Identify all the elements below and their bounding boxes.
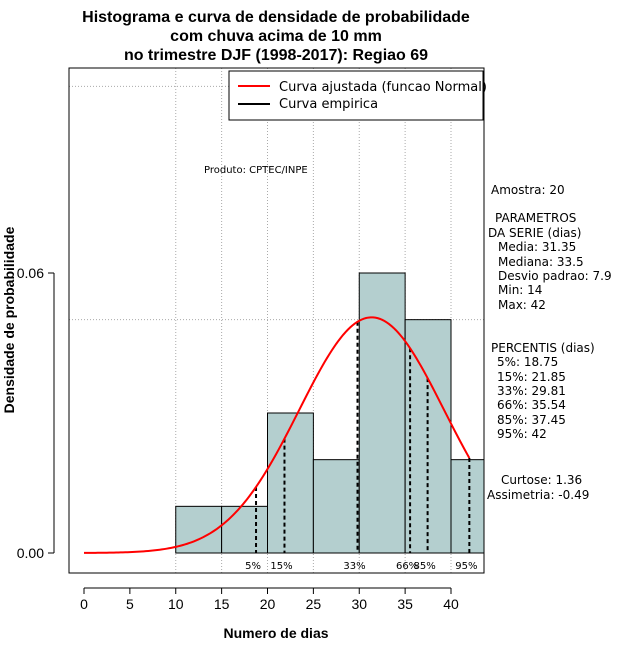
histogram-bar-1 — [221, 505, 268, 554]
percentis-95: 95%: 42 — [497, 427, 547, 441]
parametros-desvio: Desvio padrao: 7.9 — [498, 269, 612, 283]
x-tick-label-10: 10 — [168, 596, 184, 612]
parametros-max: Max: 42 — [498, 298, 546, 312]
x-tick-label-15: 15 — [214, 596, 230, 612]
percentile-label-5: 95% — [455, 561, 477, 572]
parametros-subtitle: DA SERIE (dias) — [488, 226, 581, 240]
percentis-5: 5%: 18.75 — [497, 355, 558, 369]
plot-frame — [68, 67, 485, 574]
percentile-label-1: 15% — [270, 561, 292, 572]
axes-layer: 0 5 10 15 20 25 30 35 40 0.00 0.06 — [17, 265, 459, 612]
histogram-bar-6 — [450, 459, 485, 554]
x-tick-label-0: 0 — [80, 596, 88, 612]
y-tick-label-1: 0.06 — [17, 265, 44, 281]
x-tick-label-35: 35 — [397, 596, 413, 612]
percentis-block: PERCENTIS (dias) 5%: 18.75 15%: 21.85 33… — [491, 341, 595, 441]
curve-layer — [83, 316, 471, 554]
curtose-text: Curtose: 1.36 — [501, 473, 582, 487]
bars-layer — [175, 272, 485, 554]
x-axis-title: Numero de dias — [223, 625, 328, 641]
x-tick-label-30: 30 — [351, 596, 367, 612]
amostra-text: Amostra: 20 — [491, 183, 565, 197]
histogram-bar-4 — [358, 272, 406, 554]
percentile-label-4: 85% — [413, 561, 435, 572]
parametros-min: Min: 14 — [498, 283, 542, 297]
parametros-block: PARAMETROS DA SERIE (dias) Media: 31.35 … — [488, 211, 612, 312]
assimetria-text: Assimetria: -0.49 — [487, 488, 589, 502]
x-tick-label-40: 40 — [443, 596, 459, 612]
percentis-85: 85%: 37.45 — [497, 413, 566, 427]
percentis-title: PERCENTIS (dias) — [491, 341, 595, 355]
histogram-bar-3 — [312, 459, 360, 554]
x-tick-label-20: 20 — [260, 596, 276, 612]
legend-box — [228, 70, 484, 121]
percentis-33: 33%: 29.81 — [497, 384, 566, 398]
produto-label: Produto: CPTEC/INPE — [204, 165, 308, 176]
histogram-bar-2 — [267, 412, 314, 554]
chart-title-line-1: Histograma e curva de densidade de proba… — [82, 9, 470, 26]
percentis-66: 66%: 35.54 — [497, 398, 566, 412]
percentile-label-3: 66% — [396, 561, 418, 572]
percentis-15: 15%: 21.85 — [497, 370, 566, 384]
x-tick-label-25: 25 — [306, 596, 322, 612]
legend-label-empirical: Curva empirica — [279, 97, 378, 112]
normal-fit-curve — [83, 316, 471, 554]
percentile-label-2: 33% — [343, 561, 365, 572]
chart-title-line-2: com chuva acima de 10 mm — [170, 28, 382, 45]
parametros-title: PARAMETROS — [495, 211, 576, 225]
percentile-layer: 5% 15% 33% 66%85% 95% — [245, 321, 477, 572]
parametros-media: Media: 31.35 — [498, 240, 576, 254]
parametros-mediana: Mediana: 33.5 — [498, 255, 584, 269]
percentile-label-0: 5% — [245, 561, 261, 572]
x-tick-label-5: 5 — [126, 596, 134, 612]
y-axis-title: Densidade de probabilidade — [1, 226, 17, 413]
chart-title-line-3: no trimestre DJF (1998-2017): Regiao 69 — [124, 47, 428, 64]
legend-label-normal: Curva ajustada (funcao Normal) — [279, 80, 487, 95]
y-tick-label-0: 0.00 — [17, 545, 44, 561]
legend: Curva ajustada (funcao Normal) Curva emp… — [228, 70, 487, 121]
